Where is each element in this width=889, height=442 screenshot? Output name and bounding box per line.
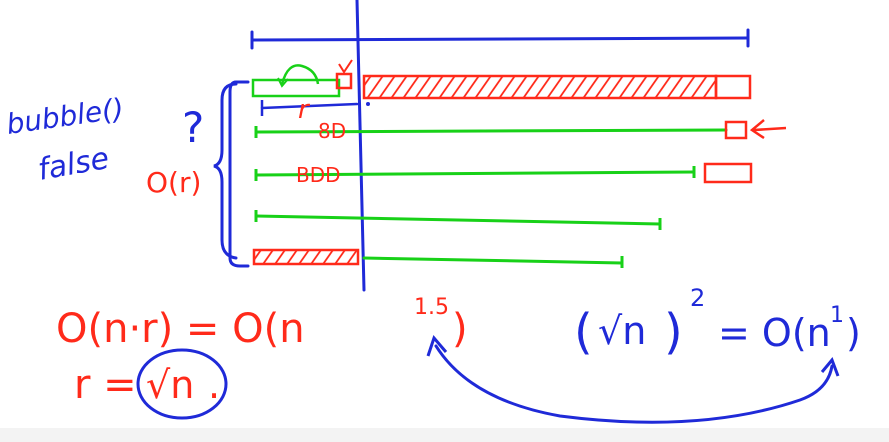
r-marker: r (260, 95, 370, 125)
sorted-region-5 (252, 248, 360, 266)
red-curly-brace (213, 82, 238, 260)
row-2: 8D (254, 119, 787, 143)
last-element-1 (714, 74, 752, 100)
r-equation: r = √n . (74, 348, 228, 420)
complexity-text: O(n·r) = O(n (56, 306, 305, 352)
row-1 (251, 59, 752, 100)
sqrt-close-paren: ) (664, 304, 683, 360)
r-value: √n (146, 363, 194, 407)
swap-arc (280, 64, 320, 85)
arrow-head-icon (749, 119, 765, 140)
complexity-close: ) (452, 306, 468, 352)
row-5 (252, 248, 624, 268)
sqrt-exponent: 2 (690, 284, 705, 312)
left-bracket (228, 80, 250, 268)
question-mark: ? (182, 103, 204, 152)
r-eq-text: r = (74, 362, 137, 408)
box-row2 (724, 120, 748, 140)
bottom-strip (0, 428, 889, 442)
sorted-region-1 (362, 74, 718, 100)
top-range-line (250, 28, 750, 50)
o-r-label: O(r) (146, 166, 201, 199)
vertical-divider (355, 0, 366, 292)
check-box (335, 72, 353, 90)
ticks-row2: 8D (318, 119, 346, 143)
sqrt-rhs-exponent: 1 (830, 303, 844, 328)
arrow-head-left-icon (426, 335, 448, 357)
row-4 (254, 210, 662, 230)
sqrt-rhs: = O(n (718, 311, 831, 355)
ticks-row3: BDD (296, 163, 341, 187)
complexity-equation: O(n·r) = O(n 1.5 ) (56, 295, 468, 352)
sqrt-squared-equation: ( √n ) 2 = O(n 1 ) (574, 284, 861, 360)
sqrt-inner: √n (598, 309, 646, 353)
sqrt-rhs-close: ) (846, 311, 861, 355)
r-label: r (298, 95, 311, 125)
false-label: false (35, 141, 111, 188)
row-3: BDD (254, 162, 753, 187)
box-row3 (703, 162, 753, 184)
complexity-exponent: 1.5 (414, 295, 449, 320)
circled-sqrt-n (136, 348, 228, 420)
r-dot: . (208, 363, 220, 407)
arrow-head-right-icon (820, 357, 840, 377)
bubble-label: bubble() (4, 92, 125, 141)
sqrt-open-paren: ( (574, 304, 593, 360)
link-arrow (426, 335, 840, 424)
